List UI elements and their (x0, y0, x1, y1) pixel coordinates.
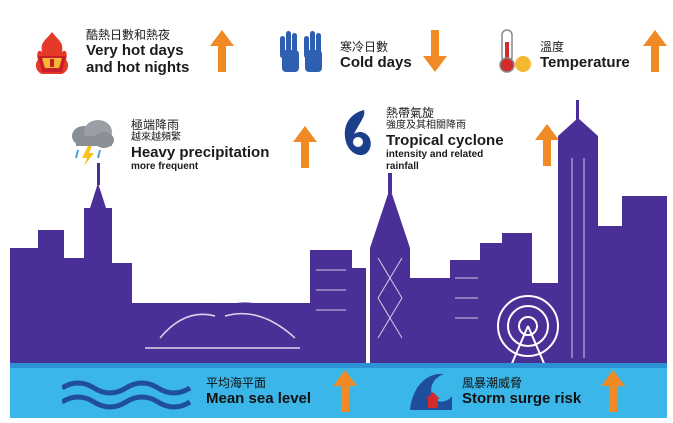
tropical-cyclone-zh: 熱帶氣旋 (386, 106, 435, 120)
heavy-precipitation-en-sub: more frequent (131, 161, 199, 172)
cold-days-en: Cold days (340, 54, 412, 71)
mean-sea-level-zh: 平均海平面 (206, 376, 267, 390)
arrow-up-icon (601, 370, 625, 412)
tropical-cyclone-zh-sub: 強度及其相關降雨 (386, 120, 466, 131)
convention-centre (145, 312, 300, 349)
cyclone-icon (344, 110, 371, 156)
tropical-cyclone-en-sub-line2: rainfall (386, 161, 419, 172)
tropical-cyclone-en-sub-line1: intensity and related (386, 149, 484, 160)
arrow-up-icon (293, 126, 317, 168)
heavy-precipitation-en: Heavy precipitation (131, 144, 270, 161)
hot-days-zh: 酷熱日數和熱夜 (86, 28, 171, 42)
hot-days-en-line2: and hot nights (86, 59, 190, 76)
storm-surge-zh: 風暴潮威脅 (462, 376, 523, 390)
wave-icon (62, 380, 192, 410)
waterline (10, 363, 667, 368)
storm-cloud-icon (72, 120, 114, 166)
heavy-precipitation-zh: 極端降雨 (131, 118, 180, 132)
arrow-up-icon (210, 30, 234, 72)
hot-days-en-line1: Very hot days (86, 42, 184, 59)
mean-sea-level-text: 平均海平面 Mean sea level (206, 376, 311, 407)
hot-days-text: 酷熱日數和熱夜 Very hot days and hot nights (86, 28, 189, 76)
thermometer-icon (499, 29, 531, 73)
temperature-en: Temperature (540, 54, 630, 71)
storm-surge-en: Storm surge risk (462, 390, 582, 407)
arrow-up-icon (535, 124, 559, 166)
flame-badge-icon (35, 32, 69, 74)
storm-surge-icon (410, 373, 452, 410)
cold-days-zh: 寒冷日數 (340, 40, 389, 54)
ferris-wheel (497, 295, 559, 369)
city-skyline-illustration (10, 100, 667, 418)
building-window-details (316, 158, 585, 358)
arrow-up-icon (333, 370, 357, 412)
mean-sea-level-en: Mean sea level (206, 390, 312, 407)
heavy-precipitation-text: 極端降雨 越來越頻繁 Heavy precipitation more freq… (131, 118, 269, 173)
heavy-precipitation-zh-sub: 越來越頻繁 (131, 132, 181, 143)
temperature-text: 溫度 Temperature (540, 40, 630, 71)
storm-surge-text: 風暴潮威脅 Storm surge risk (462, 376, 581, 407)
cold-days-text: 寒冷日數 Cold days (340, 40, 412, 71)
tropical-cyclone-text: 熱帶氣旋 強度及其相關降雨 Tropical cyclone intensity… (386, 106, 504, 173)
tropical-cyclone-en: Tropical cyclone (386, 132, 504, 149)
temperature-zh: 溫度 (540, 40, 565, 54)
arrow-down-icon (423, 30, 447, 72)
arrow-up-icon (643, 30, 667, 72)
climate-change-infographic: 酷熱日數和熱夜 Very hot days and hot nights 寒冷日… (10, 8, 667, 418)
glove-icon (280, 31, 322, 72)
